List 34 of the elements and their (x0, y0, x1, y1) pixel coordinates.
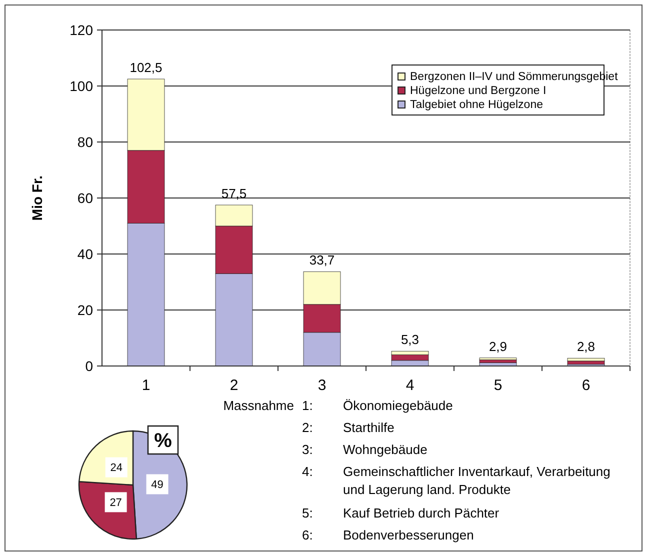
y-tick-label: 40 (77, 246, 94, 262)
text: Massnahme 1: Ökonomiegebäude (223, 398, 453, 413)
text: 3: Wohngebäude (302, 442, 428, 457)
y-tick-label: 80 (77, 134, 94, 150)
legend-label: Hügelzone und Bergzone I (410, 85, 546, 97)
text: 4: Gemeinschaftlicher Inventarkauf, Verarbeitung und Lagerung land. Produkte (302, 464, 610, 497)
legend-label: Talgebiet ohne Hügelzone (410, 99, 543, 111)
data-label: 49 (151, 479, 164, 492)
total-label: 57,5 (221, 186, 247, 201)
text: 5: Kauf Betrieb durch Pächter (302, 506, 500, 520)
y-tick-label: 60 (77, 190, 94, 206)
y-tick-label: 0 (85, 358, 94, 374)
total-label: 33,7 (309, 252, 335, 268)
x-tick-label: 6 (582, 377, 590, 394)
x-tick-label: 3 (318, 377, 326, 394)
text: 2: Starthilfe (302, 420, 394, 435)
data-label: 24 (110, 462, 122, 474)
x-tick-label: 1 (142, 377, 150, 394)
bar (479, 360, 517, 363)
total-label: 102,5 (130, 60, 162, 75)
x-tick-label: 4 (406, 377, 414, 394)
chart-title: % (154, 430, 172, 452)
total-label: 2,8 (576, 339, 596, 354)
total-label: 2,9 (488, 338, 508, 354)
x-tick-label: 5 (494, 377, 502, 394)
text: 6: Bodenverbesserungen (302, 528, 474, 542)
y-tick-label: 100 (70, 78, 94, 94)
data-label: 27 (110, 497, 122, 510)
y-tick-label: 20 (77, 302, 94, 318)
total-label: 5,3 (400, 332, 420, 348)
bar (567, 358, 605, 362)
x-tick-label: 2 (230, 377, 238, 394)
y-tick-label: 120 (70, 22, 94, 38)
y-axis-title: Mio Fr. (29, 175, 45, 221)
